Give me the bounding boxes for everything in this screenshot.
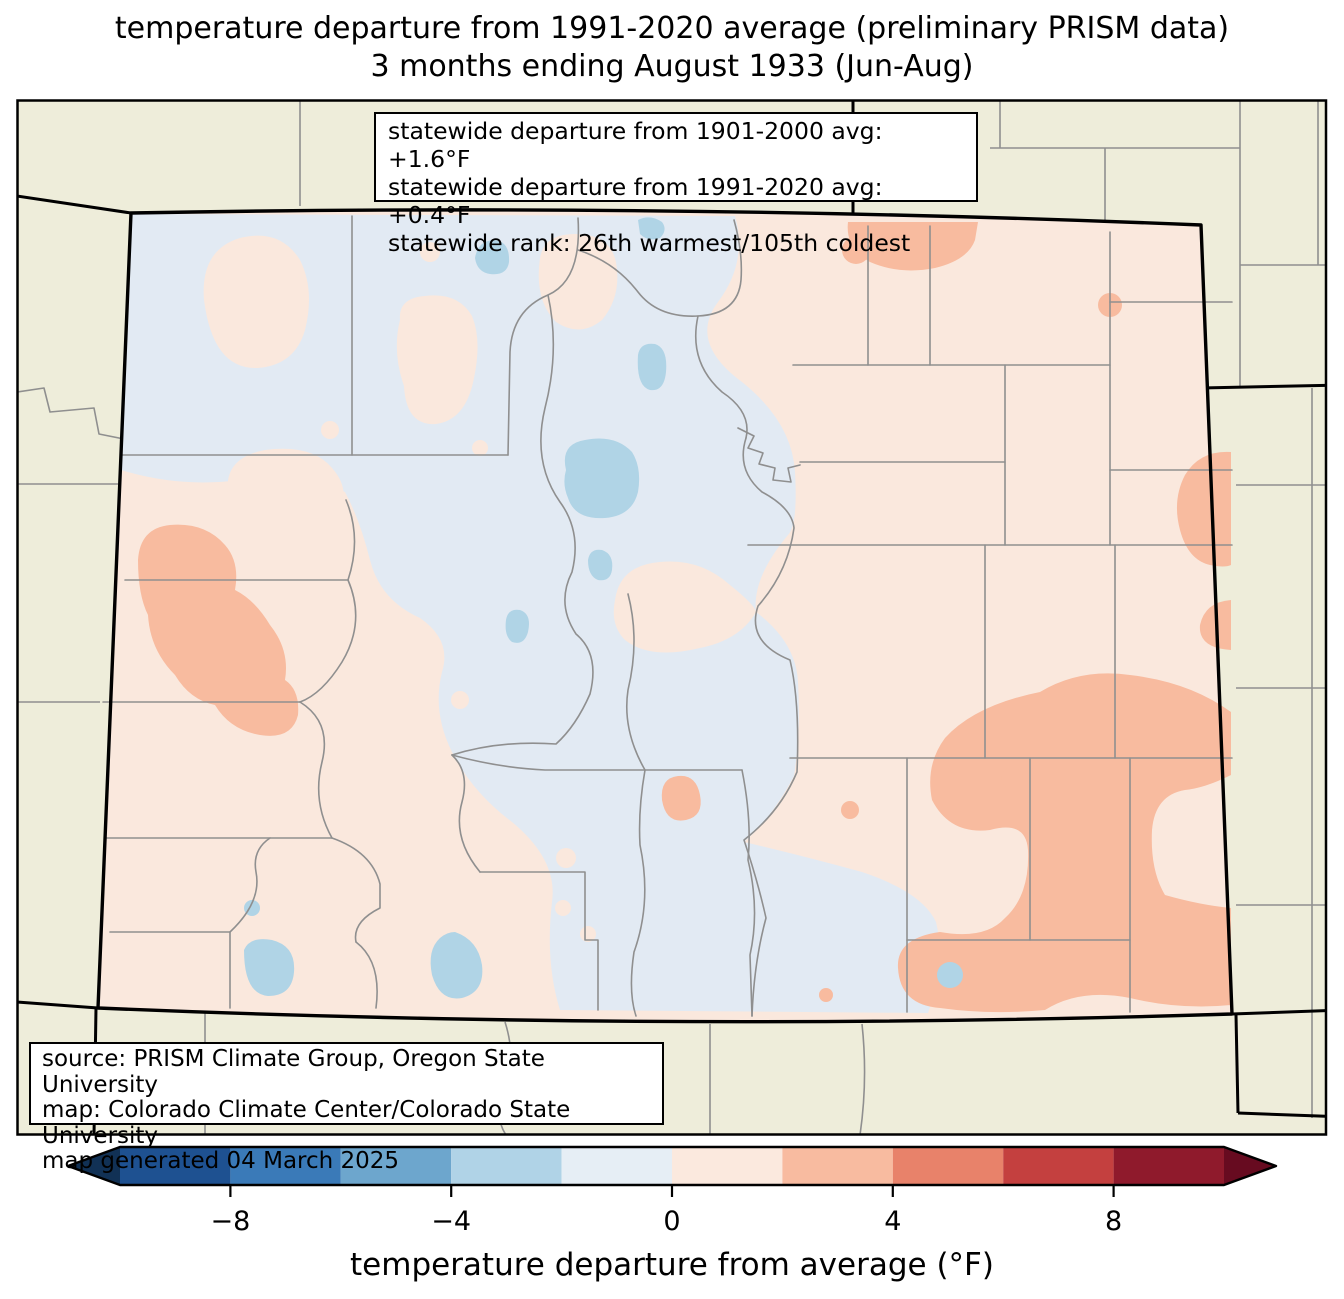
stats-line-rank: statewide rank: 26th warmest/105th colde… — [388, 229, 911, 257]
map-generated-line: map generated 04 March 2025 — [42, 1148, 400, 1174]
stats-line-1901-2000: statewide departure from 1901-2000 avg: … — [388, 117, 883, 173]
colorbar-under-arrow — [68, 1147, 120, 1185]
title-line1: temperature departure from 1991-2020 ave… — [114, 11, 1230, 46]
statewide-stats-box: statewide departure from 1901-2000 avg: … — [374, 112, 978, 257]
colorbar-tick-marks — [229, 1185, 1115, 1197]
cool-region — [121, 214, 940, 1013]
map-credit-line: map: Colorado Climate Center/Colorado St… — [42, 1097, 571, 1149]
tick-label-neg8: −8 — [210, 1206, 250, 1237]
colorbar-outline — [66, 1145, 1278, 1187]
tick-label-8: 8 — [1105, 1206, 1122, 1237]
tick-label-0: 0 — [663, 1206, 680, 1237]
source-attribution-box: source: PRISM Climate Group, Oregon Stat… — [29, 1042, 664, 1174]
tick-label-4: 4 — [884, 1206, 901, 1237]
colorbar-axis-label: temperature departure from average (°F) — [350, 1247, 994, 1283]
county-lines — [102, 215, 1233, 1017]
map-frame — [16, 99, 1328, 1136]
colorbar-tick-labels: −8 −4 0 4 8 — [210, 1206, 1122, 1237]
colorbar-segments — [120, 1147, 1224, 1185]
source-line: source: PRISM Climate Group, Oregon Stat… — [42, 1046, 545, 1098]
page-title: temperature departure from 1991-2020 ave… — [0, 10, 1344, 86]
title-line2: 3 months ending August 1933 (Jun-Aug) — [370, 49, 974, 84]
colorbar-over-arrow — [1224, 1147, 1276, 1185]
light-blue-patches — [244, 217, 963, 999]
tick-label-neg4: −4 — [431, 1206, 471, 1237]
colorbar: −8 −4 0 4 8 temperature departure from a… — [66, 1145, 1278, 1283]
warm-patches — [203, 234, 756, 942]
stats-line-1991-2020: statewide departure from 1991-2020 avg: … — [388, 173, 883, 229]
colorado-state-border — [96, 208, 1234, 1024]
